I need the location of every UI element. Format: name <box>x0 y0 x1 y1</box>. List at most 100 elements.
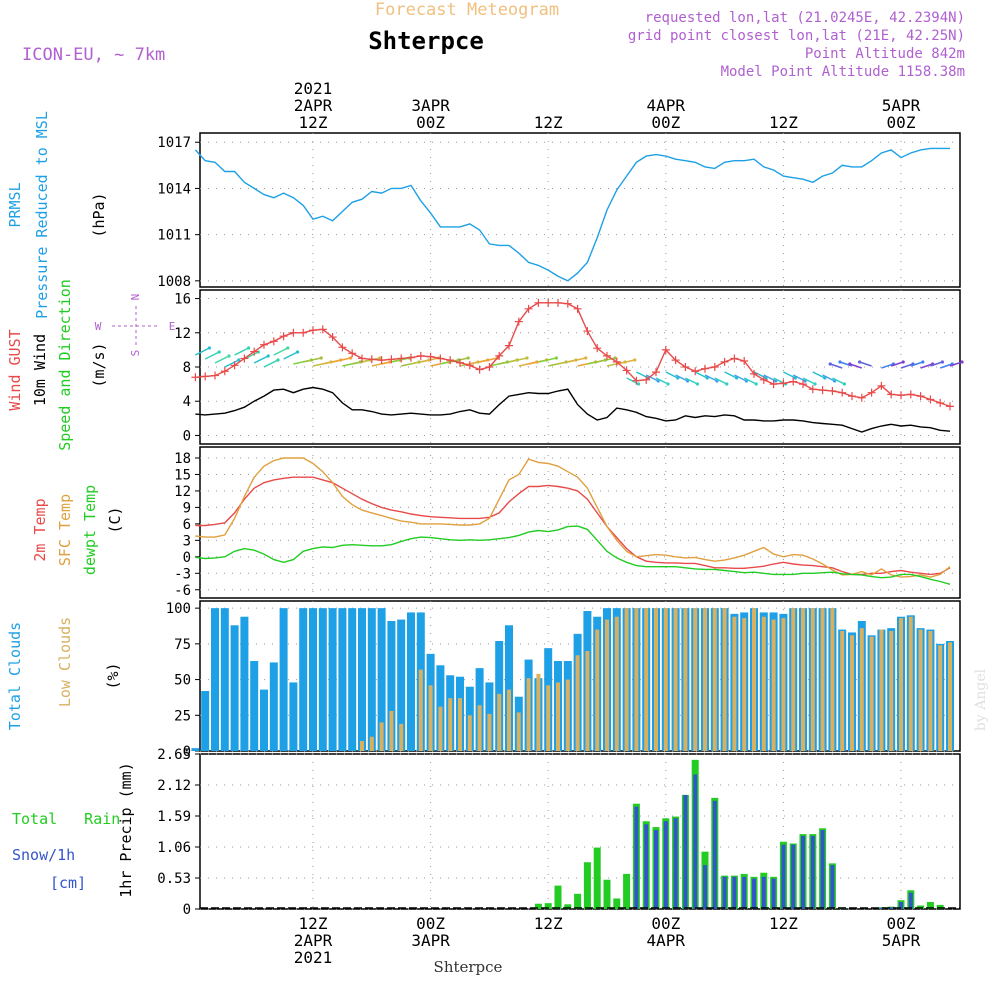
gust-point <box>759 375 768 384</box>
gust-point <box>710 363 719 371</box>
gust-point <box>848 392 856 401</box>
low-cloud-bar <box>781 618 786 751</box>
bottom-time-label: 00Z <box>651 914 680 933</box>
gust-point <box>211 371 219 380</box>
wind-direction-arrow <box>949 361 963 367</box>
wind-direction-arrow <box>724 371 737 379</box>
snow-bar <box>722 876 727 909</box>
clouds-ytick-label: 100 <box>166 601 191 617</box>
temperature-dewpt-temp-line <box>195 525 951 585</box>
low-cloud-bar <box>565 679 570 751</box>
wind-wind-gust-line <box>195 302 951 408</box>
low-cloud-bar <box>869 636 874 751</box>
top-time-label: 12Z <box>769 113 798 132</box>
wind-direction-arrow <box>253 355 269 364</box>
panel-precip: 0 0.53 1.06 1.59 2.12 2.65 <box>157 747 961 918</box>
model-label: ICON-EU, ~ 7km <box>22 45 165 65</box>
wind-direction-arrowhead <box>940 360 945 364</box>
total-cloud-bar <box>318 608 327 751</box>
compass-n: N <box>129 294 142 301</box>
gust-point <box>456 358 464 367</box>
wind-direction-arrow <box>685 377 698 385</box>
total-cloud-bar <box>220 608 229 751</box>
gust-point <box>563 299 572 308</box>
wind-direction-arrowhead <box>725 382 729 386</box>
snow-bar <box>761 876 766 909</box>
wind-direction-arrowhead <box>266 354 270 358</box>
wind-direction-arrowhead <box>584 356 588 360</box>
gust-point <box>240 354 249 363</box>
wind-direction-arrowhead <box>525 356 529 360</box>
low-cloud-bar <box>801 608 805 751</box>
top-time-label: 00Z <box>651 113 680 132</box>
wind-direction-arrow <box>332 357 351 363</box>
wind-direction-arrowhead <box>207 346 211 350</box>
low-cloud-bar <box>448 698 453 751</box>
wind-direction-arrow <box>665 371 679 379</box>
wind-direction-arrow <box>538 357 557 363</box>
snow-bar <box>732 876 737 909</box>
low-cloud-bar <box>428 685 433 751</box>
wind-direction-arrow <box>890 361 904 367</box>
wind-direction-arrow <box>283 351 298 360</box>
low-cloud-bar <box>624 608 629 751</box>
low-cloud-bar <box>879 629 884 751</box>
wind-direction-arrow <box>704 374 718 382</box>
snow-bar <box>889 907 894 909</box>
total-cloud-bar <box>191 748 200 751</box>
rain-bar <box>917 905 925 909</box>
precip-ytick-label: 1.06 <box>157 840 191 856</box>
low-cloud-bar <box>948 642 952 751</box>
temperature-ytick-label: -3 <box>174 566 191 582</box>
wind-direction-arrow <box>479 357 498 363</box>
low-clouds-title: Low Clouds <box>56 617 74 707</box>
gust-point <box>652 368 660 377</box>
snow-bar <box>693 774 698 909</box>
low-cloud-bar <box>683 608 688 751</box>
wind-direction-arrowhead <box>842 382 847 386</box>
gust-point <box>299 328 308 337</box>
temperature-ytick-label: 12 <box>174 484 191 500</box>
requested-coordinates: requested lon,lat (21.0245E, 42.2394N) <box>645 10 965 26</box>
precip-frame <box>199 753 961 910</box>
gust-point <box>191 373 200 382</box>
wind-ytick-label: 4 <box>183 394 191 410</box>
wind-unit: (m/s) <box>90 342 108 387</box>
gust-point <box>230 361 239 370</box>
low-cloud-bar <box>546 685 551 751</box>
low-cloud-bar <box>477 705 482 751</box>
total-cloud-bar <box>260 689 268 751</box>
gust-point <box>750 369 758 378</box>
wind-direction-arrow <box>812 371 826 379</box>
low-cloud-bar <box>928 631 933 751</box>
gust-point <box>524 304 533 313</box>
pressure-ytick-label: 1011 <box>157 228 191 244</box>
gust-point <box>289 328 298 337</box>
compass-s: S <box>129 350 142 357</box>
wind-direction-arrow <box>420 357 439 363</box>
gust-point <box>661 345 670 354</box>
wind-direction-arrow <box>263 359 279 368</box>
wind-direction-arrow <box>930 361 943 367</box>
snow-bar <box>908 892 913 909</box>
temperature-sfc-temp-line <box>195 457 951 578</box>
gust-point <box>485 363 494 371</box>
snow-bar <box>771 878 776 909</box>
gust-point <box>367 355 376 364</box>
gust-point <box>691 367 700 376</box>
gust-point <box>397 354 406 363</box>
low-cloud-bar <box>908 616 913 751</box>
gust-point <box>260 340 268 349</box>
wind-direction-arrowhead <box>349 356 353 360</box>
wind-ytick-label: 12 <box>174 326 191 342</box>
rain-bar <box>623 873 631 909</box>
low-cloud-bar <box>644 608 649 751</box>
gust-point <box>534 298 543 307</box>
total-cloud-bar <box>240 616 249 751</box>
low-cloud-bar <box>820 608 825 751</box>
total-cloud-bar <box>505 625 513 751</box>
low-cloud-bar <box>850 635 854 751</box>
wind-direction-arrowhead <box>838 360 842 364</box>
